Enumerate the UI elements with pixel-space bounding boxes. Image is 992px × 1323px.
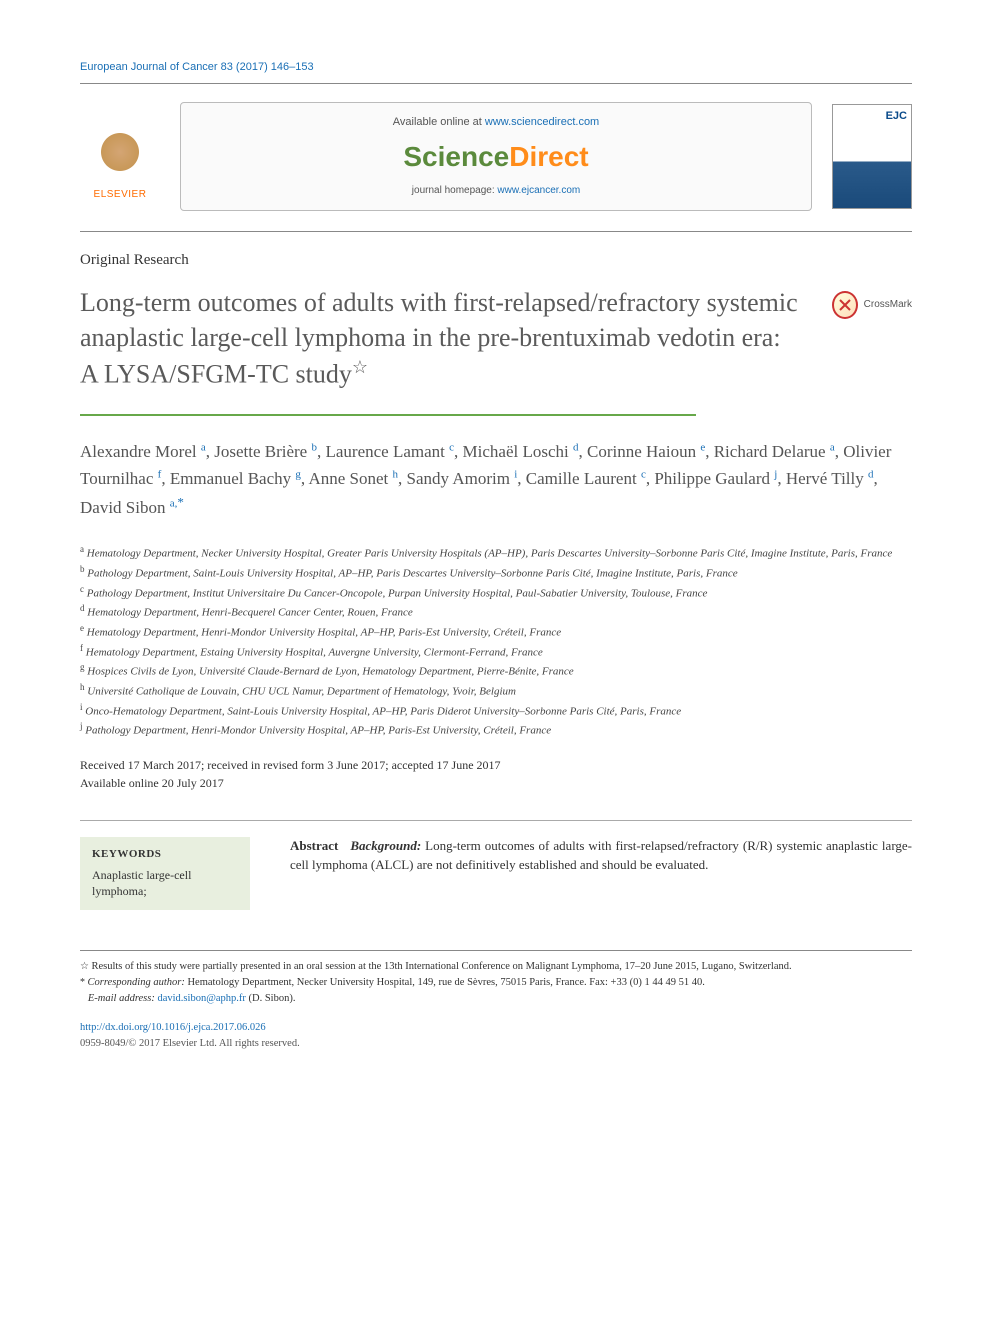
article-dates: Received 17 March 2017; received in revi… — [80, 756, 912, 792]
journal-reference: European Journal of Cancer 83 (2017) 146… — [80, 60, 912, 75]
affiliation: c Pathology Department, Institut Univers… — [80, 583, 912, 603]
author: Laurence Lamant c — [325, 442, 454, 461]
elsevier-label: ELSEVIER — [94, 188, 147, 202]
affiliation: b Pathology Department, Saint-Louis Univ… — [80, 563, 912, 583]
publisher-banner: ELSEVIER Available online at www.science… — [80, 102, 912, 211]
email-link[interactable]: david.sibon@aphp.fr — [157, 993, 245, 1004]
title-underline — [80, 414, 696, 416]
title-text: Long-term outcomes of adults with first-… — [80, 288, 798, 389]
affiliation: a Hematology Department, Necker Universi… — [80, 543, 912, 563]
doi-link[interactable]: http://dx.doi.org/10.1016/j.ejca.2017.06… — [80, 1020, 912, 1036]
footnote-email: E-mail address: david.sibon@aphp.fr (D. … — [80, 991, 912, 1007]
available-label: Available online at — [393, 116, 485, 128]
elsevier-tree-icon — [90, 128, 150, 188]
author: Anne Sonet h — [308, 469, 398, 488]
sciencedirect-logo[interactable]: ScienceDirect — [201, 137, 791, 176]
keywords-text: Anaplastic large-cell lymphoma; — [92, 867, 238, 901]
affiliation: e Hematology Department, Henri-Mondor Un… — [80, 622, 912, 642]
sciencedirect-link[interactable]: www.sciencedirect.com — [485, 116, 599, 128]
author: Sandy Amorim i — [407, 469, 518, 488]
abstract-bg-label: Background: — [350, 838, 421, 853]
author: Hervé Tilly d — [786, 469, 874, 488]
journal-cover-thumbnail[interactable]: EJC — [832, 104, 912, 209]
crossmark-badge[interactable]: CrossMark — [832, 291, 912, 319]
footnotes: ☆ Results of this study were partially p… — [80, 950, 912, 1052]
abstract-divider — [80, 820, 912, 821]
dates-online: Available online 20 July 2017 — [80, 774, 912, 792]
abstract-label: Abstract — [290, 838, 338, 853]
author: Michaël Loschi d — [463, 442, 579, 461]
author: Emmanuel Bachy g — [170, 469, 301, 488]
keywords-label: KEYWORDS — [92, 847, 238, 862]
journal-homepage: journal homepage: www.ejcancer.com — [201, 184, 791, 198]
sciencedirect-box: Available online at www.sciencedirect.co… — [180, 102, 812, 211]
affiliations-list: a Hematology Department, Necker Universi… — [80, 543, 912, 740]
title-footnote-star: ☆ — [352, 357, 368, 377]
crossmark-label: CrossMark — [864, 298, 912, 312]
homepage-label: journal homepage: — [412, 185, 498, 196]
sd-logo-science: Science — [403, 141, 509, 172]
email-name: (D. Sibon). — [246, 993, 296, 1004]
crossmark-icon — [832, 291, 858, 319]
authors-list: Alexandre Morel a, Josette Brière b, Lau… — [80, 438, 912, 521]
corr-author-label: Corresponding author: — [88, 977, 185, 988]
author: Philippe Gaulard j — [654, 469, 777, 488]
doi-block: http://dx.doi.org/10.1016/j.ejca.2017.06… — [80, 1020, 912, 1052]
author: Alexandre Morel a — [80, 442, 206, 461]
author: Josette Brière b — [214, 442, 317, 461]
homepage-link[interactable]: www.ejcancer.com — [497, 185, 580, 196]
affiliation: d Hematology Department, Henri-Becquerel… — [80, 602, 912, 622]
author: Richard Delarue a — [714, 442, 835, 461]
article-type: Original Research — [80, 250, 912, 271]
article-title: Long-term outcomes of adults with first-… — [80, 285, 802, 392]
available-online-text: Available online at www.sciencedirect.co… — [201, 115, 791, 130]
copyright-text: 0959-8049/© 2017 Elsevier Ltd. All right… — [80, 1036, 912, 1052]
footnote-study-text: Results of this study were partially pre… — [91, 961, 791, 972]
author: Corinne Haioun e — [587, 442, 705, 461]
affiliation: h Université Catholique de Louvain, CHU … — [80, 681, 912, 701]
email-label: E-mail address: — [88, 993, 158, 1004]
mid-divider — [80, 231, 912, 232]
author: David Sibon a,* — [80, 498, 184, 517]
affiliation: f Hematology Department, Estaing Univers… — [80, 642, 912, 662]
top-divider — [80, 83, 912, 84]
cover-ejc-label: EJC — [886, 109, 907, 124]
abstract-text: Abstract Background: Long-term outcomes … — [290, 837, 912, 910]
author: Camille Laurent c — [526, 469, 646, 488]
footnote-study: ☆ Results of this study were partially p… — [80, 959, 912, 975]
affiliation: i Onco-Hematology Department, Saint-Loui… — [80, 701, 912, 721]
corr-author-text: Hematology Department, Necker University… — [185, 977, 705, 988]
footnote-corresponding: * Corresponding author: Hematology Depar… — [80, 975, 912, 991]
sd-logo-direct: Direct — [509, 141, 588, 172]
affiliation: g Hospices Civils de Lyon, Université Cl… — [80, 661, 912, 681]
elsevier-logo[interactable]: ELSEVIER — [80, 112, 160, 202]
keywords-box: KEYWORDS Anaplastic large-cell lymphoma; — [80, 837, 250, 910]
dates-received: Received 17 March 2017; received in revi… — [80, 756, 912, 774]
affiliation: j Pathology Department, Henri-Mondor Uni… — [80, 720, 912, 740]
